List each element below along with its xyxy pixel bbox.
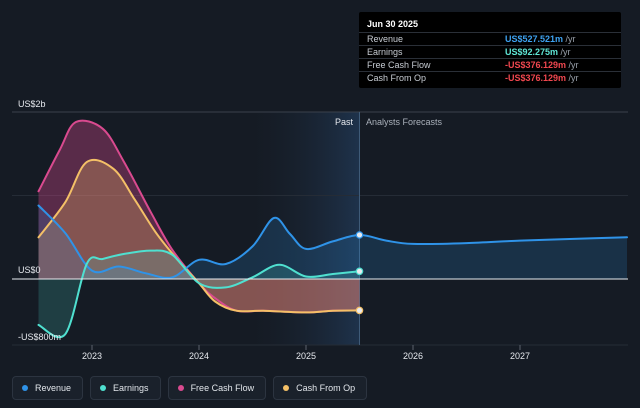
line-layer [12, 119, 628, 339]
x-tick-label-2024: 2024 [189, 351, 209, 361]
cash-from-op-marker [355, 306, 364, 315]
x-tick-label-2026: 2026 [403, 351, 423, 361]
x-tick-label-2023: 2023 [82, 351, 102, 361]
tooltip-row-label: Earnings [367, 47, 403, 57]
y-axis-top-label: US$2b [18, 99, 46, 109]
tooltip-value-text: US$92.275m [505, 47, 559, 57]
legend-item-label: Free Cash Flow [190, 383, 255, 393]
earnings-line [37, 249, 361, 339]
background-layer [12, 111, 628, 346]
past-label: Past [335, 117, 354, 127]
tooltip-row-label: Revenue [367, 34, 404, 44]
past-region-band [252, 112, 360, 345]
tooltip-row-label: Free Cash Flow [367, 60, 431, 70]
tooltip-row-label: Cash From Op [367, 73, 427, 83]
free-cash-flow-area [38, 120, 360, 313]
forecast-label: Analysts Forecasts [366, 117, 443, 127]
x-tick-label-2025: 2025 [296, 351, 316, 361]
tooltip-row-value: US$92.275m /yr [505, 47, 571, 57]
dot-layer [355, 231, 364, 315]
text-layer: US$2b US$0 -US$800m Past Analysts Foreca… [18, 99, 443, 342]
legend-dot-icon [22, 385, 28, 391]
y-axis-bottom-label: -US$800m [18, 332, 61, 342]
hover-tooltip: Jun 30 2025 Revenue US$527.521m /yr Earnin… [359, 12, 621, 88]
tooltip-value-unit: /yr [566, 60, 579, 70]
revenue-line [37, 204, 628, 279]
tooltip-value-text: -US$376.129m [505, 73, 567, 83]
cash-from-op-area [38, 159, 360, 313]
tooltip-row-value: US$527.521m /yr [505, 34, 576, 44]
tooltip-row-value: -US$376.129m /yr [505, 60, 579, 70]
legend-dot-icon [283, 385, 290, 391]
legend-item-revenue[interactable]: Revenue [12, 376, 84, 400]
legend-dot-icon [100, 385, 107, 391]
legend-item-label: Earnings [113, 383, 149, 393]
tooltip-value-unit: /yr [558, 47, 571, 57]
x-tick-label-2027: 2027 [510, 351, 530, 361]
legend-dot-icon [177, 385, 184, 391]
legend-item-free-cash-flow[interactable]: Free Cash Flow [167, 376, 267, 400]
tooltip-row: Cash From Op -US$376.129m /yr [359, 71, 621, 85]
tooltip-row-value: -US$376.129m /yr [505, 73, 579, 83]
tooltip-value-unit: /yr [566, 73, 579, 83]
legend-item-cash-from-op[interactable]: Cash From Op [273, 376, 368, 400]
legend-item-label: Revenue [35, 383, 72, 393]
tooltip-date: Jun 30 2025 [367, 19, 419, 29]
revenue-marker [355, 231, 364, 239]
tooltip-row: Free Cash Flow -US$376.129m /yr [359, 58, 621, 72]
tooltip-row: Revenue US$527.521m /yr [359, 32, 621, 46]
earnings-marker [355, 267, 364, 276]
earnings-area [38, 250, 360, 338]
legend-item-label: Cash From Op [296, 383, 356, 393]
x-axis-ticks: 2023 2024 2025 2026 2027 [82, 345, 530, 361]
tooltip-value-unit: /yr [563, 34, 576, 44]
legend-item-earnings[interactable]: Earnings [90, 376, 161, 400]
tooltip-value-text: -US$376.129m [505, 60, 567, 70]
chart-legend: Revenue Earnings Free Cash Flow Cash From O… [12, 376, 368, 400]
y-axis-zero-label: US$0 [18, 265, 41, 275]
tooltip-row: Earnings US$92.275m /yr [359, 45, 621, 59]
tooltip-value-text: US$527.521m [505, 34, 564, 44]
